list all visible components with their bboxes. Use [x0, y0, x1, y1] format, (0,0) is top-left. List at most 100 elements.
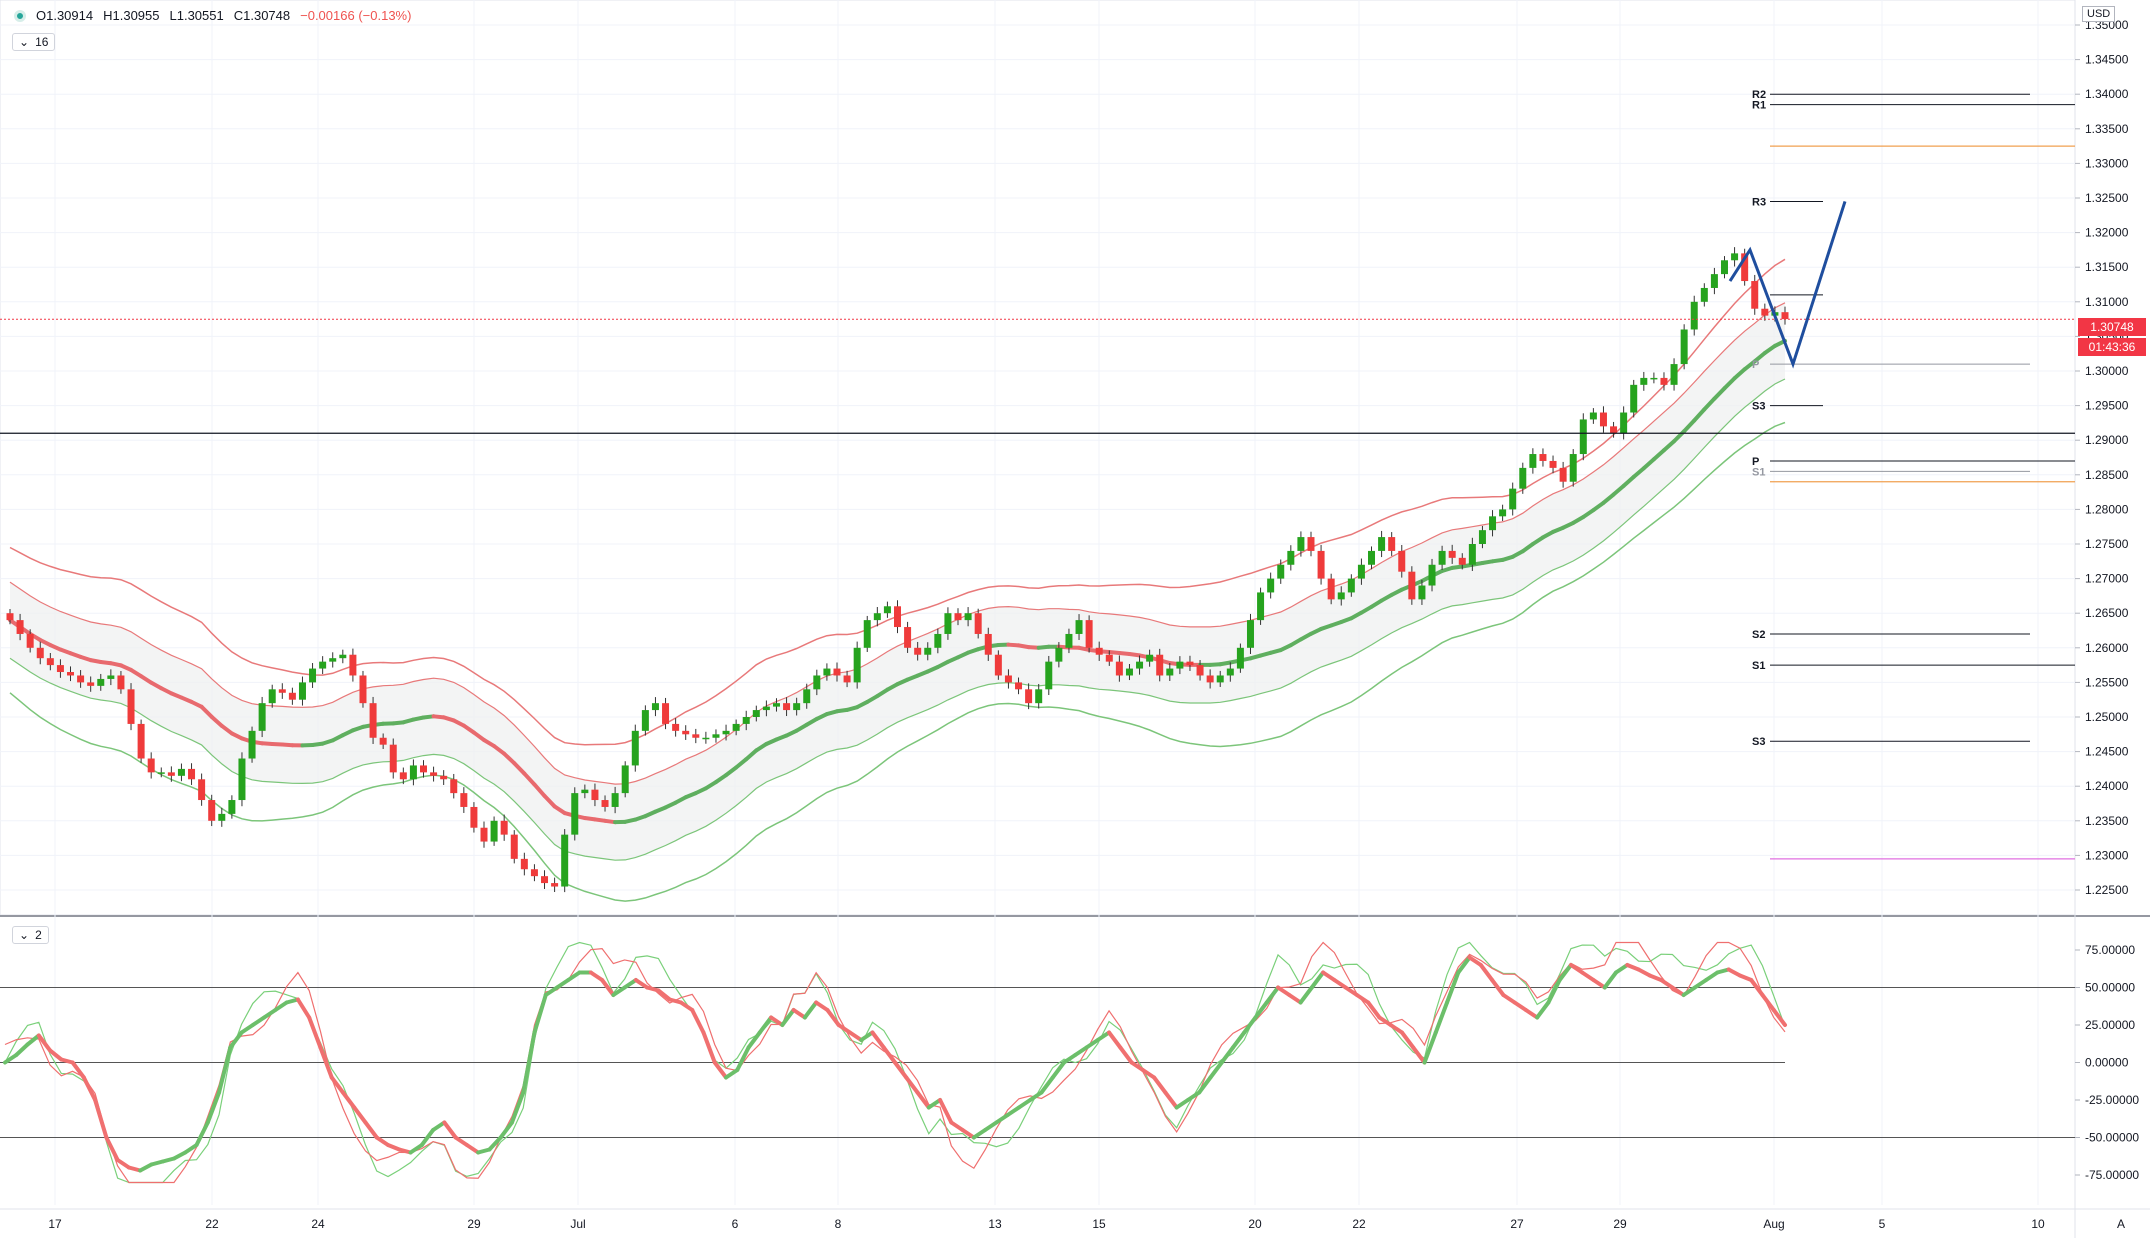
candle-body — [269, 689, 276, 703]
candle-body — [1731, 253, 1738, 260]
candle-body — [57, 665, 64, 672]
oscillator-segment — [1684, 988, 1695, 996]
ohlc-open: O1.30914 — [36, 8, 93, 23]
candle-body — [1227, 669, 1234, 676]
oscillator-segment — [737, 1048, 748, 1071]
x-tick-label: 22 — [205, 1217, 219, 1231]
oscillator-segment — [1503, 995, 1514, 1003]
candle-body — [1328, 579, 1335, 600]
y-tick-label: -50.00000 — [2085, 1131, 2139, 1145]
candle-body — [1650, 378, 1657, 380]
candle-body — [965, 613, 972, 620]
oscillator-segment — [1154, 1078, 1165, 1093]
candle-body — [1388, 537, 1395, 551]
oscillator-segment — [1413, 1048, 1424, 1063]
pivot-level-label: S1 — [1752, 466, 1765, 478]
candle-body — [158, 772, 165, 774]
candle-body — [1166, 669, 1173, 676]
candle-body — [1338, 592, 1345, 599]
candle-body — [743, 717, 750, 724]
oscillator-segment — [1053, 1063, 1064, 1078]
oscillator-segment — [343, 1093, 354, 1108]
candle-body — [1307, 537, 1314, 551]
x-tick-label: Jul — [570, 1217, 585, 1231]
oscillator-segment — [1616, 965, 1627, 973]
candle-body — [1782, 312, 1789, 319]
candle-body — [571, 793, 578, 835]
oscillator-segment — [1526, 1010, 1537, 1018]
candle-body — [521, 859, 528, 869]
candle-body — [1640, 378, 1647, 385]
candle-body — [1207, 675, 1214, 682]
pivot-level-label: S3 — [1752, 401, 1765, 413]
candle-body — [591, 790, 598, 800]
candle-body — [1711, 274, 1718, 288]
candle-body — [632, 731, 639, 766]
oscillator-segment — [996, 1115, 1007, 1123]
oscillator-segment — [1165, 1093, 1176, 1108]
candle-body — [319, 662, 326, 669]
candle-body — [1005, 675, 1012, 682]
oscillator-segment — [16, 1045, 27, 1056]
oscillator-segment — [557, 980, 568, 988]
y-tick-label: 1.32500 — [2085, 191, 2129, 205]
y-tick-label: 1.24500 — [2085, 745, 2129, 759]
candle-body — [1358, 565, 1365, 579]
candle-body — [975, 613, 982, 634]
candle-body — [1550, 461, 1557, 468]
candle-body — [793, 703, 800, 710]
candle-body — [1509, 489, 1516, 510]
oscillator-segment — [1244, 1018, 1255, 1033]
candle-body — [37, 648, 44, 658]
ohlc-close: C1.30748 — [234, 8, 290, 23]
oscillator-segment — [625, 980, 636, 988]
candle-body — [1176, 662, 1183, 669]
oscillator-segment — [1661, 980, 1672, 988]
candle-body — [763, 707, 770, 710]
oscillator-segment — [794, 1010, 805, 1018]
candle-body — [279, 689, 286, 692]
candle-body — [1015, 682, 1022, 689]
candle-body — [309, 669, 316, 683]
oscillator-segment — [332, 1078, 343, 1093]
candle-body — [289, 693, 296, 700]
candle-body — [1025, 689, 1032, 703]
candle-body — [1600, 413, 1607, 427]
candle-body — [410, 765, 417, 779]
candle-body — [753, 710, 760, 717]
currency-badge[interactable]: USD — [2082, 6, 2115, 22]
oscillator-segment — [1560, 965, 1571, 980]
x-tick-label: 10 — [2031, 1217, 2045, 1231]
countdown-tag: 01:43:36 — [2078, 338, 2146, 356]
candle-body — [1297, 537, 1304, 551]
x-tick-label: Aug — [1763, 1217, 1784, 1231]
y-tick-label: 0.00000 — [2085, 1056, 2129, 1070]
y-tick-label: 1.25500 — [2085, 675, 2129, 689]
oscillator-segment — [512, 1093, 523, 1123]
candle-body — [329, 658, 336, 661]
candle-body — [1378, 537, 1385, 551]
y-tick-label: 1.33000 — [2085, 156, 2129, 170]
sub-indicator-toggle[interactable]: ⌄ 2 — [12, 926, 49, 944]
y-tick-label: 1.31000 — [2085, 295, 2129, 309]
candle-body — [1519, 468, 1526, 489]
pivot-level-label: S1 — [1752, 660, 1765, 672]
oscillator-segment — [963, 1130, 974, 1138]
y-tick-label: 1.31500 — [2085, 260, 2129, 274]
candle-body — [1146, 655, 1153, 662]
candle-body — [1499, 509, 1506, 516]
candle-body — [470, 807, 477, 828]
main-indicator-toggle[interactable]: ⌄ 16 — [12, 33, 55, 51]
x-tick-label: 29 — [1613, 1217, 1627, 1231]
candle-body — [874, 613, 881, 620]
oscillator-segment — [84, 1078, 95, 1101]
candle-body — [924, 648, 931, 655]
candle-body — [1408, 572, 1415, 600]
candle-body — [339, 655, 346, 658]
oscillator-segment — [309, 1018, 320, 1048]
oscillator-segment — [1582, 973, 1593, 981]
y-tick-label: 1.27000 — [2085, 572, 2129, 586]
oscillator-segment — [895, 1063, 906, 1078]
